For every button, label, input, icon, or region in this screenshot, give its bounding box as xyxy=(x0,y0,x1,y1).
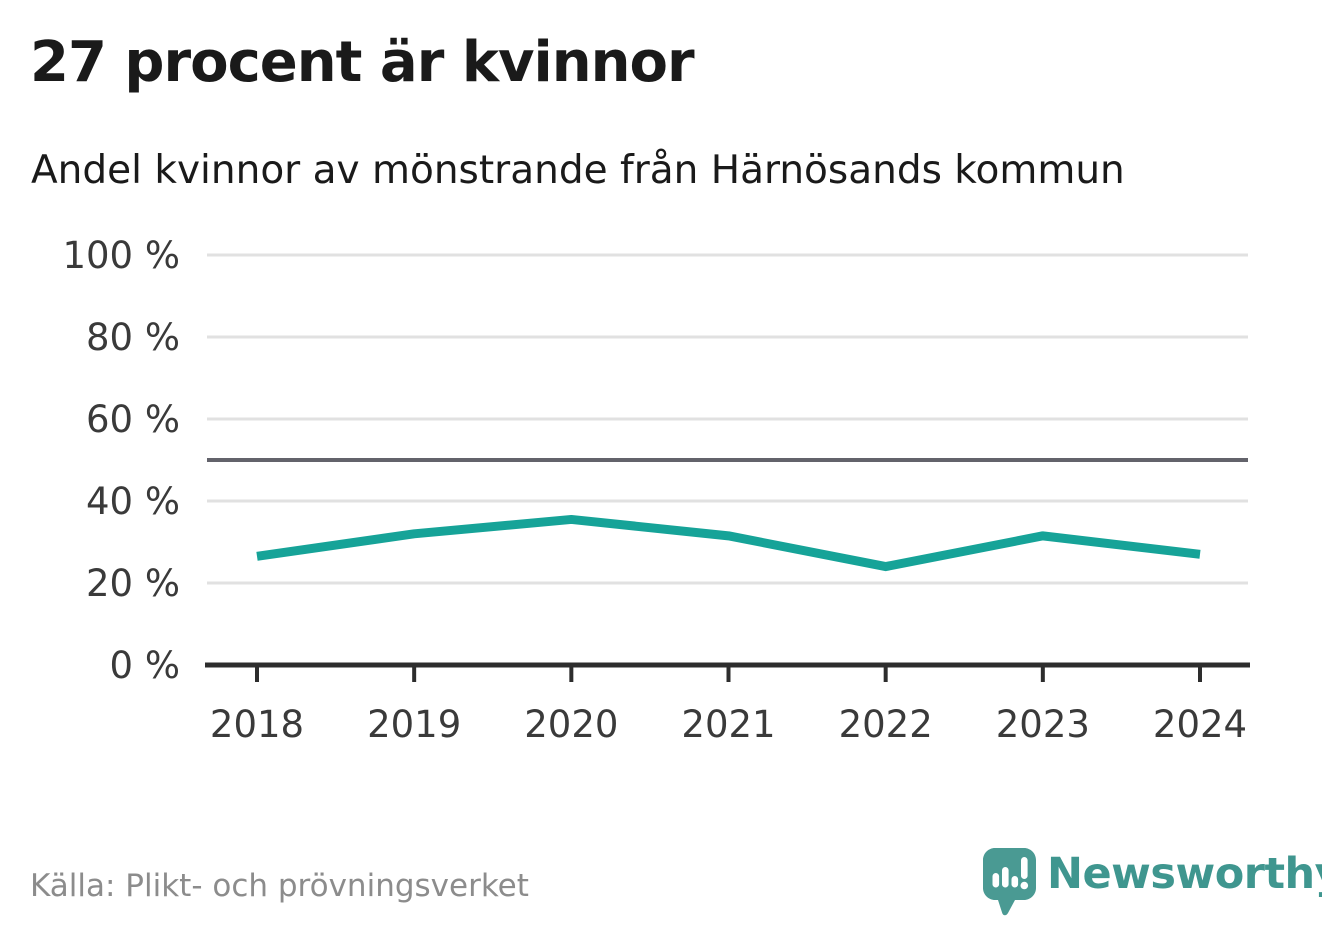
newsworthy-logo: Newsworthy xyxy=(983,848,1322,917)
x-tick-label: 2018 xyxy=(210,703,304,746)
x-tick-label: 2021 xyxy=(681,703,775,746)
trend-line xyxy=(256,514,1201,572)
x-tick-label: 2019 xyxy=(367,703,461,746)
newsworthy-logo-icon xyxy=(983,848,1036,916)
y-tick-label: 80 % xyxy=(86,316,180,359)
x-tick-label: 2023 xyxy=(996,703,1090,746)
x-tick-label: 2022 xyxy=(839,703,933,746)
x-tick-label: 2024 xyxy=(1153,703,1247,746)
y-tick-label: 100 % xyxy=(62,234,180,277)
source-note: Källa: Plikt- och prövningsverket xyxy=(30,868,529,904)
y-tick-label: 40 % xyxy=(86,480,180,523)
logo-bubble xyxy=(983,848,1036,916)
y-tick-label: 60 % xyxy=(86,398,180,441)
logo-exclamation-icon xyxy=(1020,857,1029,890)
chart-title: 27 procent är kvinnor xyxy=(30,30,695,95)
newsworthy-logo-text: Newsworthy xyxy=(1047,849,1322,899)
y-tick-label: 0 % xyxy=(110,644,180,687)
logo-bars xyxy=(992,867,1019,888)
y-tick-label: 20 % xyxy=(86,562,180,605)
chart-subtitle: Andel kvinnor av mönstrande från Härnösa… xyxy=(31,148,1125,193)
x-tick-label: 2020 xyxy=(524,703,618,746)
